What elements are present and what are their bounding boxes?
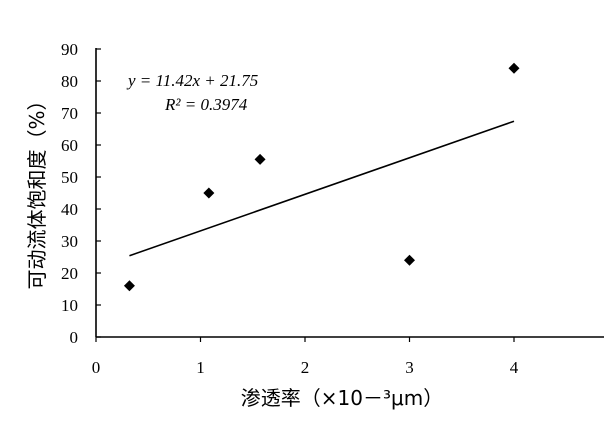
y-tick-label: 50 — [61, 168, 78, 187]
trendline — [129, 120, 515, 257]
equation-text: y = 11.42x + 21.75 — [126, 71, 258, 90]
r-squared-text: R² = 0.3974 — [164, 95, 248, 114]
x-axis-title: 渗透率（×10－³μm） — [241, 386, 443, 410]
y-axis-title: 可动流体饱和度（%） — [25, 90, 49, 289]
x-tick-label: 2 — [301, 358, 310, 377]
y-tick-label: 90 — [61, 40, 78, 59]
x-tick-label: 3 — [405, 358, 414, 377]
axes — [95, 48, 604, 338]
y-tick-label: 10 — [61, 296, 78, 315]
data-points — [123, 62, 520, 292]
y-ticks: 0 10 20 30 40 50 60 70 80 90 — [61, 40, 101, 347]
data-point — [123, 280, 135, 292]
x-tick-label: 0 — [92, 358, 101, 377]
y-tick-label: 30 — [61, 232, 78, 251]
y-tick-label: 60 — [61, 136, 78, 155]
y-tick-label: 0 — [70, 328, 79, 347]
trendline-group — [129, 120, 515, 257]
y-tick-label: 80 — [61, 72, 78, 91]
x-tick-label: 4 — [510, 358, 519, 377]
data-point — [254, 153, 266, 165]
data-point — [404, 254, 415, 266]
x-tick-label: 1 — [196, 358, 205, 377]
data-point — [508, 62, 520, 74]
data-point — [203, 187, 215, 199]
y-tick-label: 20 — [61, 264, 78, 283]
y-tick-label: 70 — [61, 104, 78, 123]
trendline-equation: y = 11.42x + 21.75 R² = 0.3974 — [126, 71, 258, 114]
y-tick-label: 40 — [61, 200, 78, 219]
x-ticks: 0 1 2 3 4 — [92, 337, 519, 377]
